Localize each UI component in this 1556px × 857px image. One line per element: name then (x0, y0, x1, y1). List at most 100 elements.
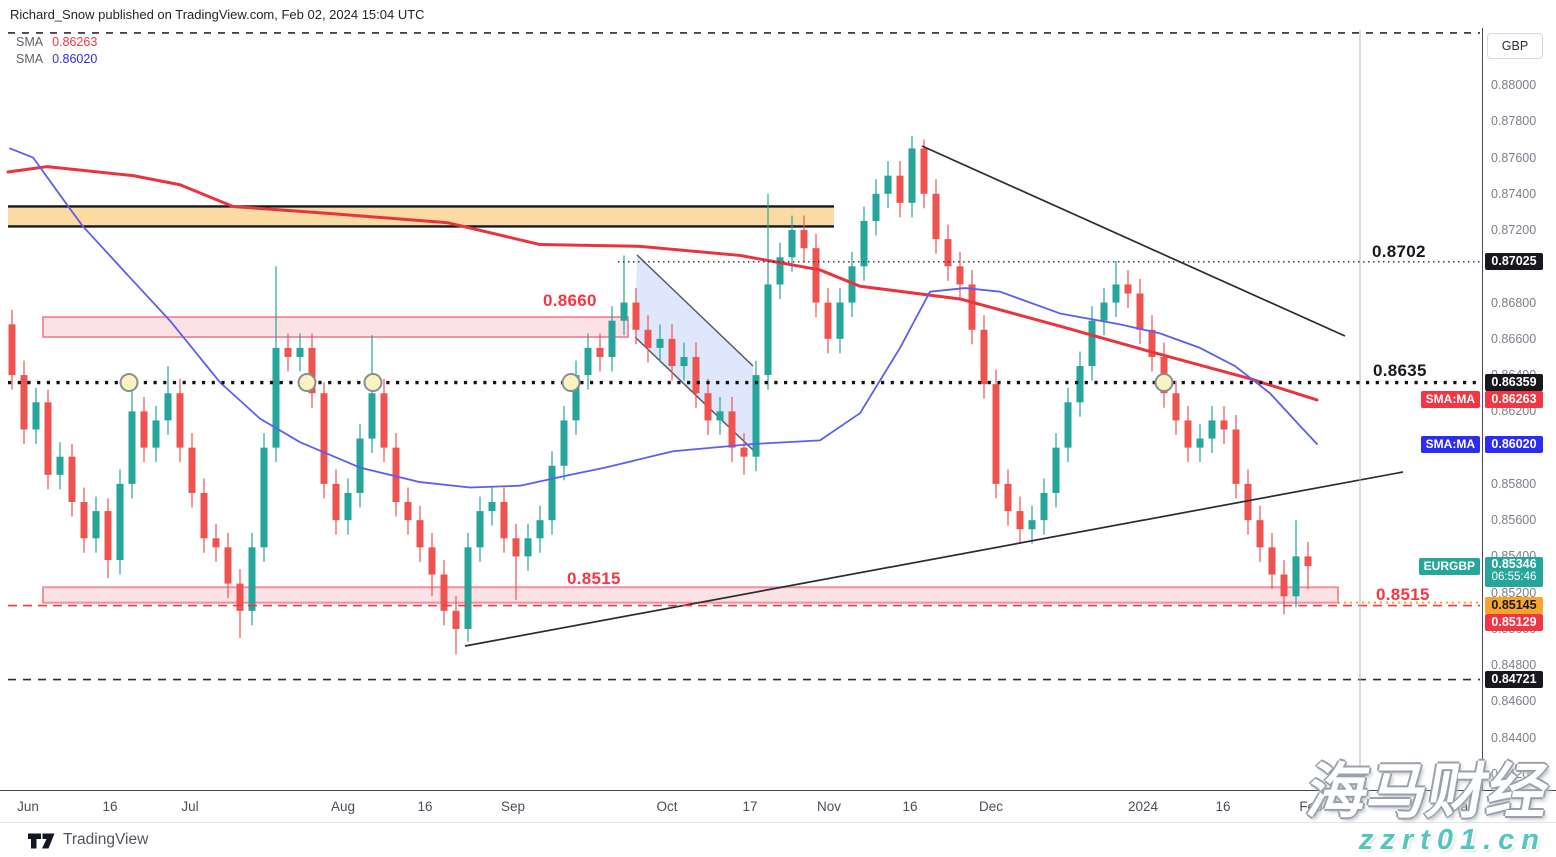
candle-body (104, 511, 112, 561)
candle-body (452, 610, 460, 629)
candle-body (500, 502, 508, 539)
candle-body (212, 538, 220, 548)
candle-body (320, 393, 328, 484)
time-tick-label: Sep (500, 799, 526, 814)
candle-body (1064, 402, 1072, 448)
candle-body (1304, 556, 1312, 567)
symbol-price-flag[interactable]: EURGBP (1418, 557, 1480, 575)
candle-body (716, 411, 724, 421)
price-axis-value-label[interactable]: 0.85346 06:55:46 (1485, 557, 1543, 587)
level-touch-marker[interactable] (297, 373, 317, 393)
price-axis[interactable]: 0.88000 0.87800 0.87600 0.87400 0.87200 0.868… (1482, 28, 1556, 790)
candle-body (800, 230, 808, 249)
candle-body (344, 492, 352, 521)
candle-body (596, 347, 604, 357)
price-tick-label: 0.85800 (1491, 476, 1537, 491)
tradingview-brand-text: TradingView (63, 831, 149, 848)
candle-body (668, 338, 676, 367)
candle-body (1124, 284, 1132, 294)
candle-body (1004, 483, 1012, 512)
price-tick-label: 0.87800 (1491, 114, 1537, 129)
time-tick-label: 16 (1215, 799, 1231, 814)
support-zone-0851[interactable] (42, 586, 1339, 604)
price-axis-value-label[interactable]: 0.87025 (1485, 253, 1543, 271)
candle-body (512, 538, 520, 557)
candle-body (44, 402, 52, 475)
candle-body (572, 375, 580, 421)
sma-value: 0.86263 (52, 35, 98, 49)
candle-body (8, 324, 16, 376)
legend-sma-slow[interactable]: SMA 0.86263 (16, 35, 97, 49)
price-tick-label: 0.84400 (1491, 730, 1537, 745)
time-tick-label: Jun (17, 799, 39, 814)
candle-body (368, 393, 376, 439)
candle-body (1136, 293, 1144, 330)
price-tick-label: 0.85200 (1491, 585, 1537, 600)
candle-body (152, 420, 160, 448)
time-tick-label: Jul (181, 799, 199, 814)
descending-trendline[interactable] (921, 145, 1346, 337)
candle-body (812, 248, 820, 303)
candle-body (380, 393, 388, 448)
publish-attribution: Richard_Snow published on TradingView.co… (10, 7, 425, 22)
candle-body (740, 447, 748, 457)
sma-price-flag[interactable]: SMA:MA (1420, 435, 1480, 453)
candle-body (608, 320, 616, 357)
legend-sma-fast[interactable]: SMA 0.86020 (16, 52, 97, 66)
ascending-trendline[interactable] (464, 471, 1404, 647)
time-tick-label: 17 (742, 799, 758, 814)
candle-body (416, 520, 424, 548)
price-axis-value-label[interactable]: 0.84721 (1485, 671, 1543, 689)
candle-body (428, 547, 436, 575)
candle-body (980, 329, 988, 385)
price-axis-value-label[interactable]: 0.86020 (1485, 435, 1543, 453)
candle-body (188, 447, 196, 493)
resistance-zone-0872[interactable] (8, 206, 834, 227)
price-tick-label: 0.87400 (1491, 186, 1537, 201)
bear-flag-channel[interactable] (635, 255, 753, 450)
candle-body (1028, 520, 1036, 530)
sma-slow-line (6, 165, 1319, 402)
time-tick-label: Mar (1449, 799, 1473, 814)
time-tick-label: Oct (656, 799, 678, 814)
candle-body (728, 411, 736, 448)
candle-body (476, 511, 484, 548)
level-touch-marker[interactable] (1154, 373, 1174, 393)
level-touch-marker[interactable] (119, 373, 139, 393)
supply-zone-0866[interactable] (42, 316, 629, 339)
candle-body (176, 393, 184, 448)
candle-body (896, 175, 904, 203)
price-axis-value-label[interactable]: 0.85129 (1485, 613, 1543, 631)
time-axis[interactable]: Jun 16 Jul Aug 16 Sep Oct 17 Nov 16 Dec 2024 16 Feb Ma… (0, 790, 1556, 823)
candle-body (356, 438, 364, 493)
candle-body (272, 347, 280, 448)
candle-body (932, 193, 940, 240)
candle-body (1052, 447, 1060, 493)
candle-body (404, 502, 412, 521)
candle-body (56, 456, 64, 475)
candle-body (200, 492, 208, 539)
price-tick-label: 0.84600 (1491, 694, 1537, 709)
sma-label: SMA (16, 35, 44, 49)
sma-price-flag[interactable]: SMA:MA (1420, 391, 1480, 409)
price-axis-value-label[interactable]: 0.86263 (1485, 391, 1543, 409)
candle-body (872, 193, 880, 221)
candle-body (1148, 329, 1156, 357)
candle-body (944, 239, 952, 267)
currency-toggle-button[interactable]: GBP (1487, 33, 1543, 59)
time-tick-label: 16 (417, 799, 433, 814)
level-touch-marker[interactable] (561, 373, 581, 393)
candle-body (440, 574, 448, 611)
candle-body (548, 465, 556, 521)
price-axis-value-label[interactable]: 0.86359 (1485, 374, 1543, 392)
price-axis-value-label[interactable]: 0.85145 (1485, 596, 1543, 614)
bear-flag-edge-1[interactable] (636, 254, 754, 367)
axis-footer-separator (0, 822, 1556, 823)
candle-body (908, 148, 916, 203)
candle-body (956, 266, 964, 285)
level-touch-marker[interactable] (363, 373, 383, 393)
candle-body (1256, 520, 1264, 548)
candle-body (1088, 320, 1096, 367)
